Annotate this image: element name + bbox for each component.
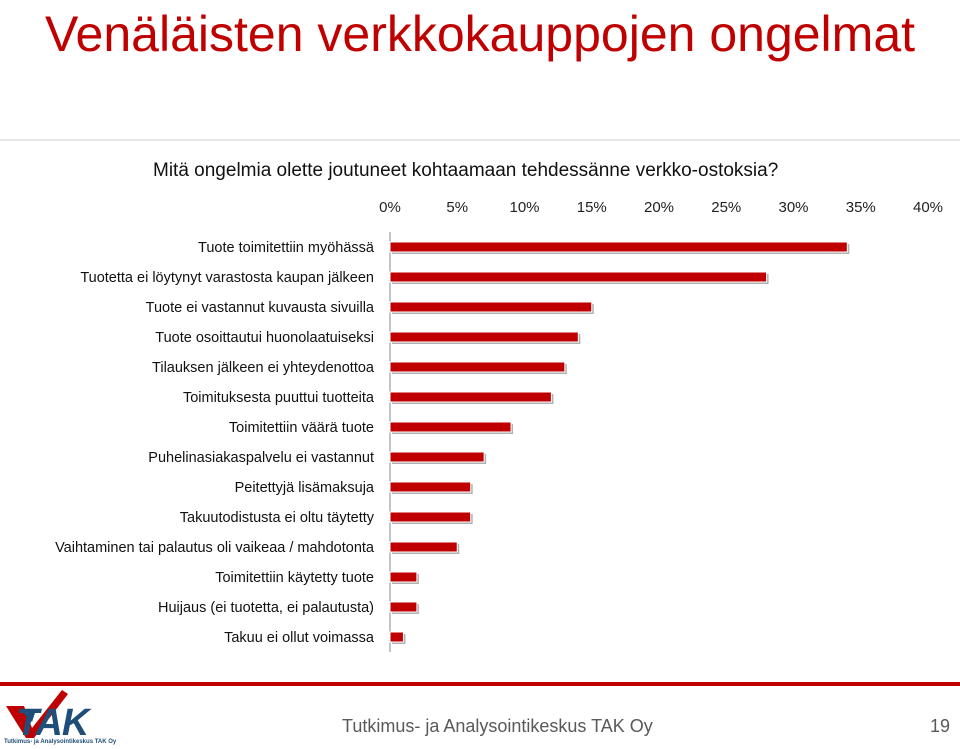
tak-logo-icon	[6, 690, 68, 738]
slide-title: Venäläisten verkkokauppojen ongelmat	[44, 6, 916, 62]
footer-organization: Tutkimus- ja Analysointikeskus TAK Oy	[342, 716, 653, 736]
bar	[389, 631, 404, 643]
x-tick-label: 25%	[711, 199, 741, 216]
bar	[389, 541, 458, 553]
category-label: Toimituksesta puuttui tuotteita	[183, 390, 375, 406]
bar	[389, 601, 418, 613]
x-tick-label: 30%	[778, 199, 808, 216]
bar	[389, 301, 593, 313]
bar	[389, 451, 485, 463]
category-label: Toimitettiin väärä tuote	[229, 420, 374, 436]
chart-title: Mitä ongelmia olette joutuneet kohtaamaa…	[153, 160, 779, 181]
x-tick-label: 20%	[644, 199, 674, 216]
x-tick-label: 35%	[846, 199, 876, 216]
category-label: Tilauksen jälkeen ei yhteydenottoa	[152, 360, 375, 376]
bar	[389, 421, 512, 433]
page-number: 19	[930, 716, 951, 736]
bar	[389, 241, 848, 253]
bar	[389, 361, 566, 373]
x-tick-label: 5%	[446, 199, 468, 216]
category-label: Peitettyjä lisämaksuja	[235, 480, 375, 496]
category-label: Takuu ei ollut voimassa	[224, 630, 375, 646]
x-tick-label: 0%	[379, 199, 401, 216]
bar	[389, 511, 472, 523]
category-label: Tuote ei vastannut kuvausta sivuilla	[146, 300, 375, 316]
category-label: Toimitettiin käytetty tuote	[215, 570, 374, 586]
bar	[389, 271, 768, 283]
x-tick-label: 15%	[577, 199, 607, 216]
bar	[389, 391, 552, 403]
logo-wordmark: TAK	[16, 702, 89, 744]
x-tick-label: 40%	[913, 199, 943, 216]
bar	[389, 331, 579, 343]
x-tick-label: 10%	[509, 199, 539, 216]
footer-divider	[0, 682, 960, 686]
title-divider	[0, 139, 960, 141]
category-label: Tuotetta ei löytynyt varastosta kaupan j…	[80, 270, 374, 286]
category-label: Huijaus (ei tuotetta, ei palautusta)	[158, 600, 374, 616]
category-label: Tuote toimitettiin myöhässä	[198, 240, 375, 256]
category-label: Vaihtaminen tai palautus oli vaikeaa / m…	[55, 540, 375, 556]
logo-subtext: Tutkimus- ja Analysointikeskus TAK Oy	[4, 739, 117, 745]
bar	[389, 571, 418, 583]
bar-chart: 0% 5% 10% 15% 20% 25% 30% 35% 40% Tuote toimitett…	[55, 199, 943, 652]
bar	[389, 481, 472, 493]
category-label: Puhelinasiakaspalvelu ei vastannut	[148, 450, 374, 466]
category-label: Tuote osoittautui huonolaatuiseksi	[155, 330, 374, 346]
category-label: Takuutodistusta ei oltu täytetty	[180, 510, 375, 526]
